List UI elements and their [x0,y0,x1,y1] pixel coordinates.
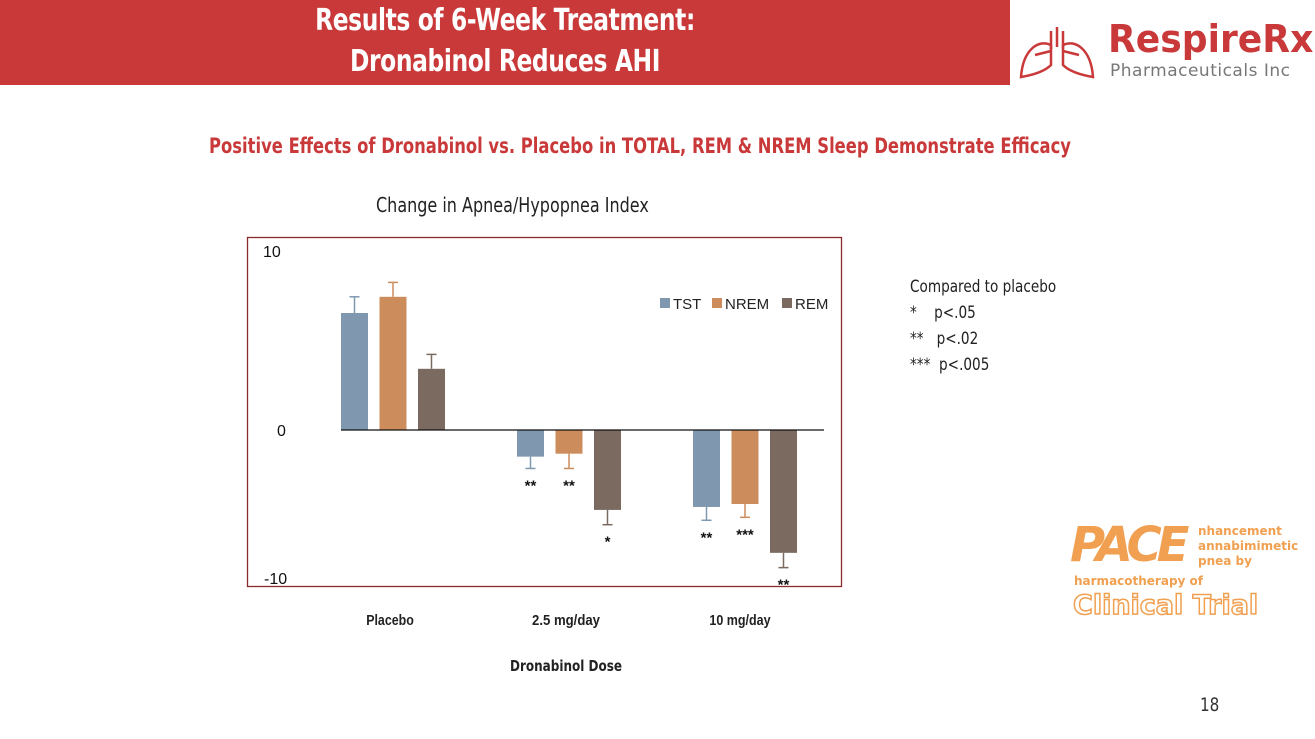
bar-nrem [731,430,759,504]
bar-tst [693,430,720,507]
slide-title-line2: Dronabinol Reduces AHI [349,44,661,79]
logo-subtitle: Pharmaceuticals Inc [1110,61,1291,81]
significance-notes: Compared to placebo * p<.05 ** p<.02 ***… [910,274,1056,378]
x-tick-label: 10 mg/day [709,612,771,629]
y-tick-label: 0 [277,423,286,440]
significance-marker: * [605,534,611,551]
chart-title: Change in Apnea/Hypopnea Index [376,193,649,217]
significance-marker: ** [701,529,713,546]
x-tick-label: 2.5 mg/day [532,612,601,629]
notes-heading: Compared to placebo [910,277,1057,297]
notes-line: ** p<.02 [910,329,979,349]
respirerx-logo: RespireRx Pharmaceuticals Inc [1012,0,1315,85]
legend-label: REM [795,296,828,313]
x-axis-label: Dronabinol Dose [510,657,623,675]
bar-rem [418,368,445,430]
significance-marker: ** [563,477,575,494]
pace-trial-logo: PACE nhancement annabimimetic pnea by ha… [1070,520,1300,645]
notes-line: *** p<.005 [910,355,990,375]
slide-subtitle: Positive Effects of Dronabinol vs. Place… [209,134,1071,158]
logo-name: RespireRx [1108,17,1314,61]
bar-rem [594,430,621,510]
pace-line: annabimimetic [1198,539,1299,553]
chart-frame [246,236,843,588]
legend-swatch-tst [660,298,670,308]
pace-line: harmacotherapy of [1074,574,1204,588]
pace-line: pnea by [1198,554,1252,568]
significance-marker: ** [525,477,537,494]
page-number: 18 [1200,694,1220,716]
bar-tst [341,313,368,430]
legend-label: NREM [725,296,769,313]
bar-tst [517,430,544,457]
slide-title-line1: Results of 6-Week Treatment: [315,3,695,38]
legend-swatch-nrem [712,298,722,308]
bar-rem [770,430,797,553]
pace-line: nhancement [1198,524,1282,538]
pace-footer: Clinical Trial [1072,589,1259,622]
bar-nrem [555,430,583,454]
significance-marker: ** [778,577,790,594]
y-tick-label: 10 [263,244,281,261]
bar-nrem [379,296,407,430]
lungs-icon [1019,27,1095,79]
notes-line: * p<.05 [910,303,976,323]
legend-label: TST [673,296,701,313]
x-tick-label: Placebo [366,612,414,629]
pace-letters: PACE [1070,517,1189,573]
y-tick-label: -10 [264,571,287,588]
header-banner [0,0,1010,85]
significance-marker: *** [736,526,754,543]
legend-swatch-rem [782,298,792,308]
